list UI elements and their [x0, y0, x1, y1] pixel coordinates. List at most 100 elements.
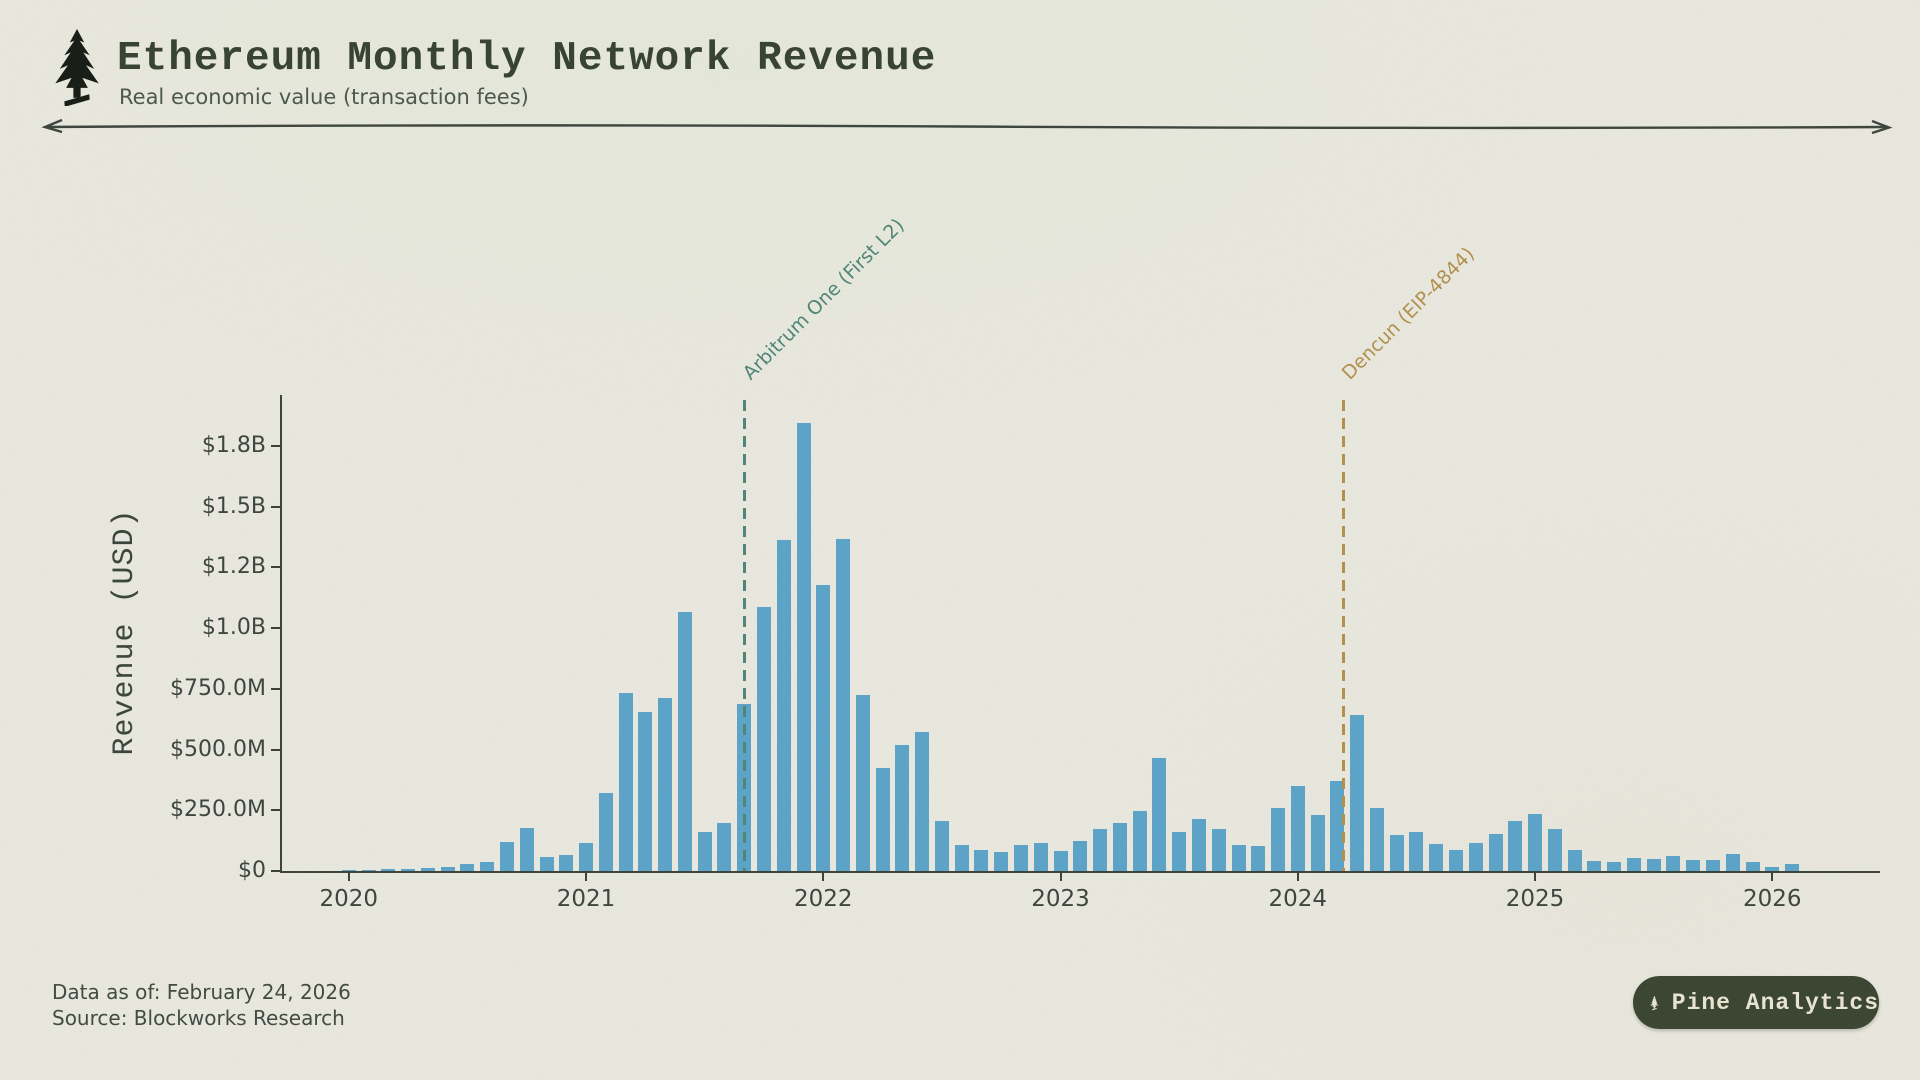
page-subtitle: Real economic value (transaction fees)	[119, 85, 529, 109]
dencun-annotation-line	[1341, 400, 1345, 871]
revenue-bar-2025-11	[1725, 854, 1740, 871]
revenue-bar-2023-10	[1231, 845, 1246, 871]
revenue-bar-2022-12	[1033, 843, 1048, 871]
revenue-bar-2020-09	[500, 842, 514, 871]
y-tick-mark	[271, 505, 280, 508]
revenue-bar-2022-06	[915, 732, 930, 871]
y-tick-label: $1.0B	[201, 615, 266, 640]
footer-notes: Data as of: February 24, 2026 Source: Bl…	[52, 979, 351, 1031]
revenue-bar-2021-05	[658, 698, 673, 871]
y-tick-label: $1.8B	[201, 432, 266, 458]
revenue-bar-2025-04	[1587, 861, 1602, 871]
x-tick-label: 2025	[1505, 886, 1565, 912]
revenue-bar-2023-09	[1211, 829, 1226, 871]
revenue-bar-2026-01	[1765, 867, 1780, 871]
y-tick-label: $1.5B	[201, 493, 266, 519]
x-tick-mark	[585, 873, 588, 881]
y-tick-label: $250.0M	[170, 797, 266, 823]
revenue-bar-2025-07	[1646, 859, 1661, 871]
revenue-bar-2021-11	[776, 540, 791, 871]
y-tick-mark	[271, 566, 280, 569]
revenue-bar-2021-07	[697, 832, 712, 871]
revenue-bar-2025-09	[1686, 860, 1701, 871]
revenue-bar-2023-05	[1132, 811, 1147, 871]
y-tick-label: $0	[238, 858, 266, 883]
revenue-bar-2023-04	[1112, 823, 1127, 871]
revenue-bar-2023-06	[1152, 758, 1167, 871]
revenue-bar-2026-02	[1785, 864, 1799, 871]
badge-label: Pine Analytics	[1671, 989, 1879, 1016]
revenue-bar-2023-03	[1093, 829, 1108, 871]
revenue-bar-2022-09	[974, 850, 989, 871]
revenue-bar-2025-03	[1567, 850, 1582, 871]
revenue-bar-2024-07	[1409, 832, 1424, 871]
pine-tree-logo-icon	[55, 28, 99, 106]
revenue-bar-2024-01	[1290, 786, 1305, 871]
revenue-bar-2020-11	[539, 857, 554, 871]
revenue-bar-2022-08	[954, 845, 969, 871]
revenue-bar-2023-07	[1172, 832, 1187, 871]
y-tick-label: $500.0M	[170, 736, 266, 762]
x-tick-mark	[347, 873, 350, 881]
revenue-bar-2020-06	[440, 867, 455, 871]
revenue-bar-2020-07	[460, 864, 475, 871]
pine-tree-badge-icon	[1650, 995, 1659, 1010]
x-tick-label: 2022	[793, 886, 853, 912]
y-axis-title: Revenue (USD)	[108, 508, 142, 756]
y-tick-label: $1.2B	[201, 554, 266, 580]
revenue-bar-2025-05	[1607, 862, 1622, 871]
y-axis-spine	[280, 395, 282, 872]
revenue-bar-2025-12	[1745, 862, 1760, 871]
page-title: Ethereum Monthly Network Revenue	[117, 36, 937, 82]
source-note: Source: Blockworks Research	[52, 1006, 345, 1030]
revenue-bar-2021-02	[598, 793, 613, 871]
x-tick-mark	[1771, 873, 1774, 881]
revenue-bar-2021-01	[579, 843, 593, 871]
x-tick-mark	[1296, 873, 1299, 881]
x-tick-label: 2021	[556, 886, 616, 912]
pine-analytics-badge: Pine Analytics	[1633, 976, 1879, 1029]
revenue-bar-2024-04	[1350, 715, 1365, 871]
revenue-bar-2025-06	[1626, 858, 1641, 871]
revenue-bar-2024-09	[1448, 850, 1463, 871]
revenue-bar-2024-02	[1310, 815, 1325, 871]
y-tick-mark	[271, 870, 280, 872]
y-tick-mark	[271, 809, 280, 812]
revenue-bar-2022-10	[994, 852, 1009, 871]
revenue-bar-2024-05	[1369, 808, 1384, 871]
revenue-bar-2020-02	[361, 870, 376, 871]
revenue-bar-2023-11	[1251, 846, 1266, 871]
y-tick-mark	[271, 687, 280, 690]
y-tick-mark	[271, 627, 280, 629]
revenue-bar-2023-01	[1053, 851, 1068, 871]
revenue-bar-2025-01	[1528, 814, 1542, 871]
revenue-bar-2021-04	[638, 712, 653, 871]
dencun-annotation-label: Dencun (EIP-4844)	[1337, 243, 1480, 385]
revenue-bar-2024-06	[1389, 835, 1404, 871]
revenue-bar-2023-02	[1073, 841, 1088, 871]
arbitrum-annotation-line	[742, 400, 746, 871]
revenue-bar-2020-05	[420, 868, 435, 871]
revenue-bar-2023-12	[1271, 808, 1285, 871]
revenue-bar-2022-01	[816, 585, 831, 871]
revenue-bar-2021-10	[757, 607, 771, 871]
revenue-bar-2021-03	[618, 693, 633, 871]
revenue-bar-2025-10	[1705, 860, 1720, 871]
x-axis-spine	[280, 871, 1880, 873]
revenue-bar-2024-10	[1468, 843, 1483, 871]
revenue-bar-2024-11	[1488, 834, 1503, 871]
y-tick-mark	[271, 748, 280, 751]
revenue-bar-2025-08	[1666, 856, 1681, 871]
revenue-bar-2020-01	[341, 870, 356, 871]
revenue-bar-2020-10	[519, 828, 534, 871]
revenue-bar-2020-04	[401, 869, 416, 871]
revenue-bar-2021-12	[796, 423, 811, 871]
x-tick-label: 2023	[1031, 886, 1090, 912]
revenue-bar-2022-03	[855, 695, 870, 871]
revenue-bar-2023-08	[1191, 819, 1206, 871]
revenue-bar-2022-07	[934, 821, 949, 871]
data-as-of-note: Data as of: February 24, 2026	[52, 980, 351, 1004]
y-tick-label: $750.0M	[170, 675, 266, 701]
revenue-bar-2021-06	[677, 612, 692, 871]
